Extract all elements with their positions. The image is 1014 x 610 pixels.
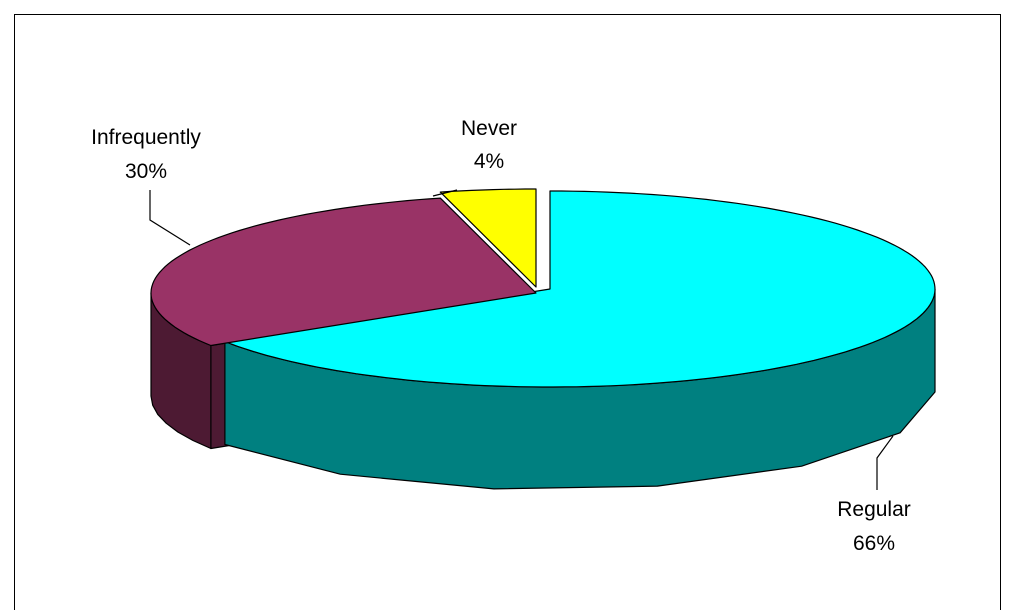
label-never: Never: [461, 117, 517, 140]
value-infrequently: 30%: [125, 160, 167, 183]
pie-tops: [150, 188, 936, 388]
leader-line-never: [432, 189, 458, 197]
label-infrequently: Infrequently: [91, 126, 201, 149]
slice-top-regular: [224, 190, 936, 388]
value-never: 4%: [474, 150, 504, 173]
chart-area-border: [14, 14, 1001, 610]
value-regular: 66%: [853, 532, 895, 555]
label-regular: Regular: [837, 498, 911, 521]
leader-line-regular: [876, 435, 894, 490]
slice-top-infrequently: [150, 197, 537, 347]
leader-line-infrequently: [149, 190, 191, 246]
